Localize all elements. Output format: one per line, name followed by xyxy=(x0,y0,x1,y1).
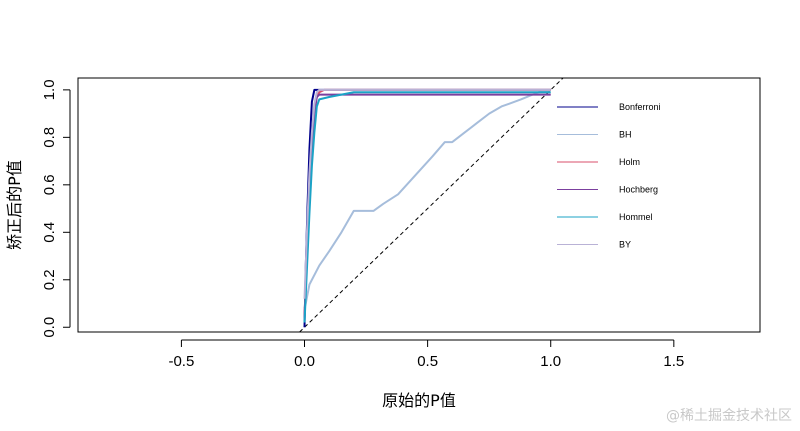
x-tick-label: 0.0 xyxy=(294,353,315,370)
y-tick-label: 0.6 xyxy=(41,174,58,195)
legend-label: Bonferroni xyxy=(619,102,661,112)
y-tick-label: 0.0 xyxy=(41,317,58,338)
y-tick-label: 1.0 xyxy=(41,79,58,100)
y-axis: 0.0 0.2 0.4 0.6 0.8 1.0 xyxy=(41,79,71,338)
y-axis-title: 矫正后的P值 xyxy=(5,160,24,250)
series-line-by xyxy=(303,88,551,299)
legend-label: Holm xyxy=(619,157,640,167)
y-tick-label: 0.8 xyxy=(41,127,58,148)
y-tick-label: 0.4 xyxy=(41,222,58,243)
series-group xyxy=(303,88,551,328)
reference-line xyxy=(299,77,564,333)
series-line-hochberg xyxy=(303,93,551,318)
legend-label: Hochberg xyxy=(619,185,658,195)
legend: Bonferroni BH Holm Hochberg Hommel BY xyxy=(557,102,661,250)
series-line-holm xyxy=(303,88,551,316)
series-line-bh xyxy=(303,88,551,309)
legend-label: BH xyxy=(619,130,632,140)
x-axis-title: 原始的P值 xyxy=(382,391,456,410)
x-tick-label: -0.5 xyxy=(168,353,194,370)
series-line-hommel xyxy=(303,91,551,323)
x-axis: -0.5 0.0 0.5 1.0 1.5 xyxy=(168,339,684,370)
plot-frame xyxy=(77,77,761,333)
reference-line-group xyxy=(299,77,564,333)
legend-label: BY xyxy=(619,240,631,250)
x-tick-label: 0.5 xyxy=(417,353,438,370)
y-tick-label: 0.2 xyxy=(41,269,58,290)
legend-label: Hommel xyxy=(619,212,653,222)
x-tick-label: 1.5 xyxy=(663,353,684,370)
x-tick-label: 1.0 xyxy=(540,353,561,370)
watermark: @稀土掘金技术社区 xyxy=(666,408,792,424)
